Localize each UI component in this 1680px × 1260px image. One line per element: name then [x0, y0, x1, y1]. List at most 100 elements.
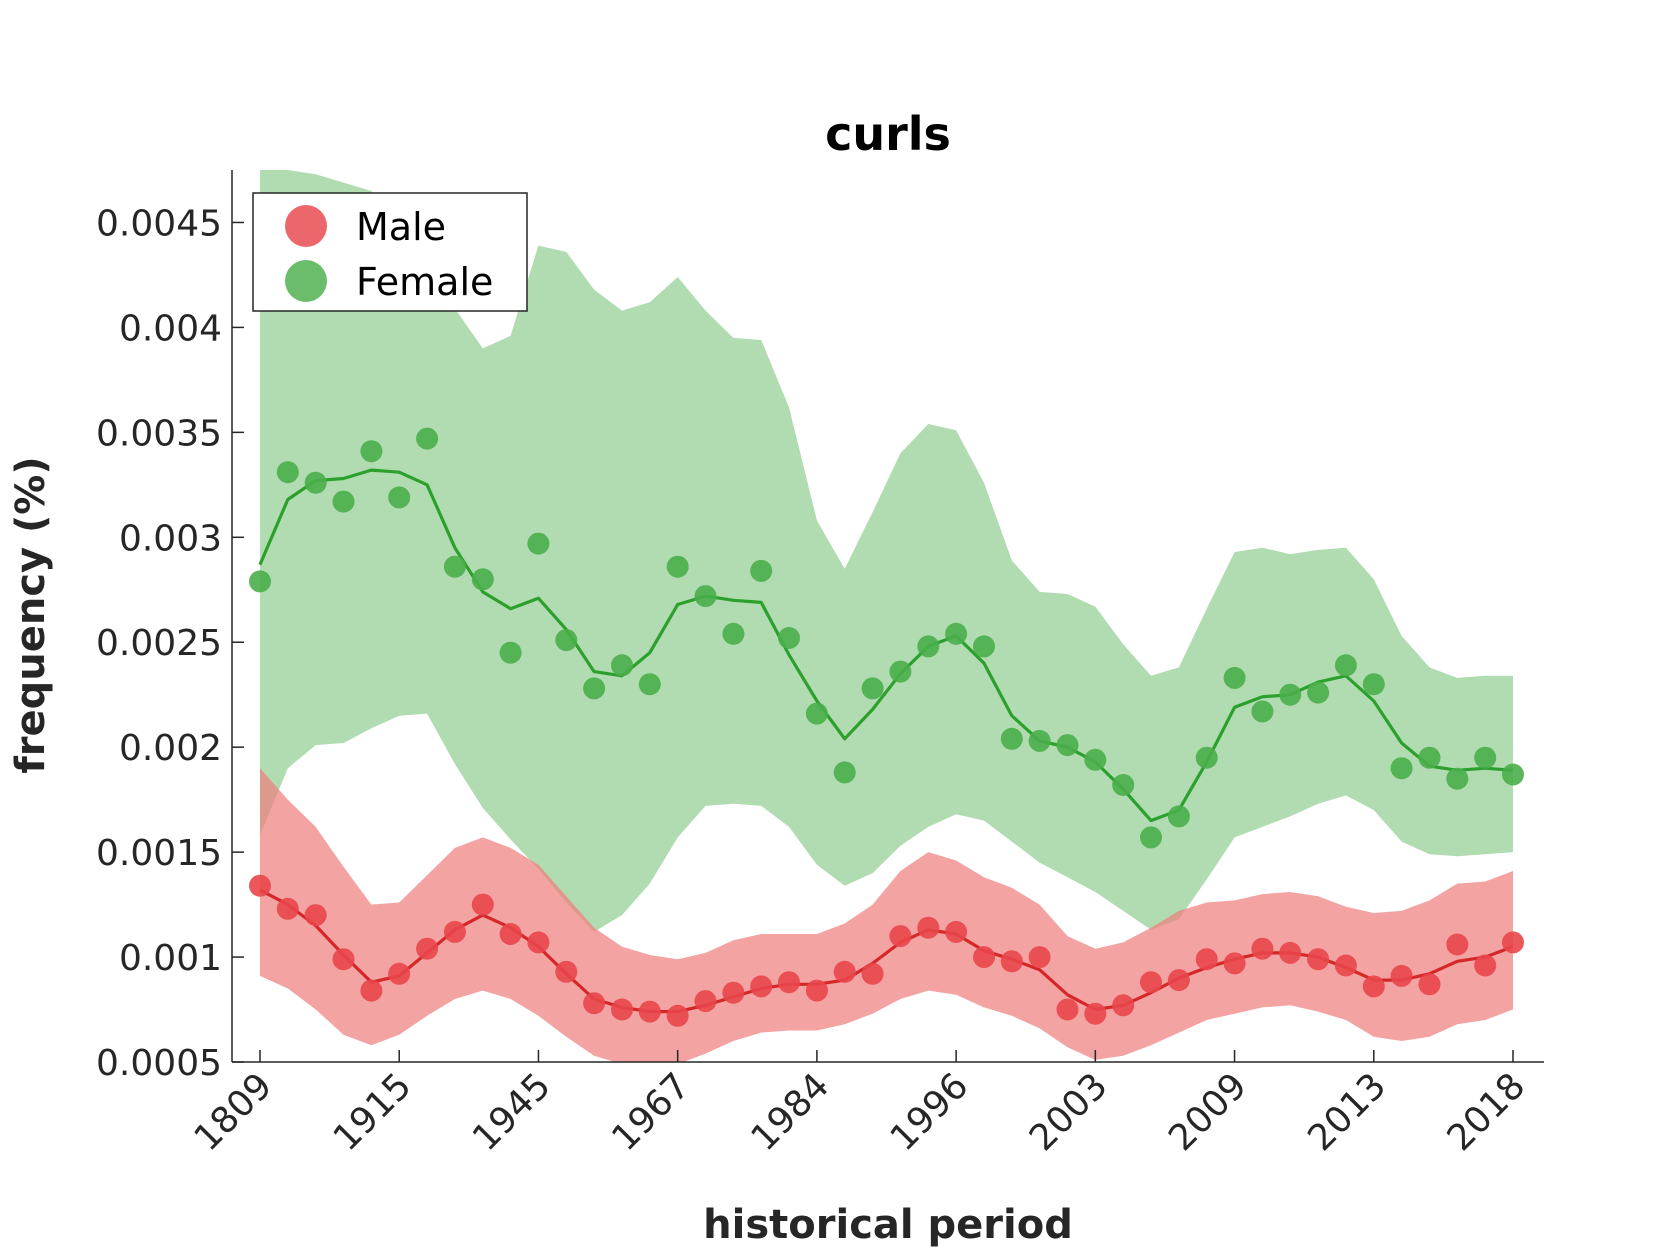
male-data-point	[1362, 975, 1385, 998]
y-tick-label: 0.0025	[96, 623, 222, 664]
male-data-point	[583, 992, 606, 1015]
axes	[231, 170, 1544, 1063]
female-data-point	[1084, 748, 1107, 771]
male-data-point	[833, 960, 856, 983]
male-data-point	[1028, 946, 1051, 969]
female-data-point	[527, 532, 550, 555]
female-data-point	[1140, 826, 1162, 849]
female-data-point	[499, 641, 522, 664]
y-tick-label: 0.0035	[96, 413, 222, 454]
x-ticks: 1809 1915 1945 1967 1984 1996 2003 2009 2013 2018	[187, 1050, 1534, 1159]
y-axis-label: frequency (%)	[8, 456, 54, 773]
male-data-point	[1279, 941, 1302, 964]
male-data-point	[555, 960, 578, 983]
female-data-point	[805, 702, 828, 725]
female-data-point	[1056, 734, 1079, 757]
female-data-point	[750, 559, 773, 582]
y-ticks: 0.0005 0.001 0.0015 0.002 0.0025 0.003 0.0035 0…	[96, 203, 244, 1084]
male-data-point	[1307, 948, 1330, 971]
male-data-point	[1502, 931, 1524, 954]
female-confidence-band	[260, 170, 1513, 932]
male-data-point	[694, 990, 717, 1013]
male-data-point	[1446, 933, 1469, 956]
x-tick-label: 1945	[465, 1065, 559, 1159]
male-data-point	[471, 893, 494, 916]
male-data-point	[388, 962, 411, 985]
male-data-point	[778, 971, 800, 994]
male-data-point	[1195, 948, 1218, 971]
legend-female-label: Female	[356, 260, 493, 304]
female-data-point	[304, 471, 327, 494]
x-tick-label: 2018	[1440, 1065, 1534, 1159]
male-data-point	[917, 916, 940, 939]
male-data-point	[666, 1004, 689, 1027]
female-data-point	[694, 585, 717, 608]
x-tick-label: 1915	[326, 1065, 420, 1159]
male-data-point	[1140, 971, 1162, 994]
male-data-point	[499, 923, 522, 945]
male-data-point	[1418, 973, 1441, 996]
female-data-point	[1334, 654, 1357, 677]
legend-female-marker	[285, 260, 327, 302]
female-data-point	[388, 486, 411, 509]
female-data-point	[1502, 763, 1524, 786]
female-data-point	[443, 555, 466, 578]
male-data-point	[638, 1000, 661, 1023]
male-data-point	[1390, 964, 1413, 987]
female-smoothed-line	[258, 468, 1514, 823]
female-data-point	[833, 761, 856, 784]
y-tick-label: 0.001	[119, 938, 222, 979]
y-tick-label: 0.002	[119, 728, 222, 769]
female-data-point	[889, 660, 912, 683]
female-data-point	[1028, 729, 1051, 752]
male-data-point	[805, 979, 828, 1002]
male-data-point	[945, 920, 968, 943]
male-data-point	[360, 979, 383, 1002]
chart-title: curls	[825, 107, 951, 161]
x-tick-label: 1984	[743, 1065, 837, 1159]
female-data-point	[416, 427, 439, 450]
female-data-point	[611, 654, 633, 677]
male-data-point	[1056, 998, 1079, 1021]
female-data-point	[583, 677, 606, 700]
legend-male-marker	[285, 205, 327, 247]
female-data-point	[1195, 746, 1218, 769]
male-data-point	[611, 998, 633, 1021]
female-data-point	[1307, 681, 1330, 704]
male-data-point	[416, 937, 439, 960]
female-data-point	[276, 461, 299, 484]
female-data-point	[1112, 774, 1135, 796]
male-data-point	[1167, 969, 1190, 992]
female-data-point	[1167, 805, 1190, 828]
male-smoothed-line	[259, 888, 1514, 1014]
y-tick-label: 0.0015	[96, 833, 222, 874]
female-data-point	[1279, 683, 1302, 706]
x-tick-label: 2009	[1161, 1065, 1255, 1159]
female-data-point	[917, 635, 940, 658]
female-data-point	[861, 677, 884, 700]
plot-area	[249, 170, 1524, 1062]
female-data-point	[249, 570, 271, 593]
male-data-point	[276, 897, 299, 920]
male-data-point	[443, 920, 466, 943]
male-data-point	[889, 925, 912, 948]
female-data-point	[1474, 746, 1497, 769]
female-data-point	[1362, 673, 1385, 696]
female-data-point	[666, 555, 689, 578]
female-data-point	[332, 490, 355, 513]
male-data-point	[249, 874, 271, 897]
male-data-point	[1334, 954, 1357, 977]
female-data-point	[1390, 757, 1413, 780]
x-axis-label: historical period	[703, 1202, 1073, 1248]
x-tick-label: 1967	[604, 1065, 698, 1159]
legend-male-label: Male	[356, 205, 446, 249]
female-data-point	[638, 673, 661, 696]
male-data-point	[304, 904, 327, 927]
female-data-point	[778, 627, 800, 649]
female-data-point	[471, 568, 494, 591]
male-data-point	[722, 981, 745, 1004]
female-data-point	[1251, 700, 1274, 723]
female-data-point	[973, 635, 995, 658]
female-data-point	[1446, 767, 1469, 790]
